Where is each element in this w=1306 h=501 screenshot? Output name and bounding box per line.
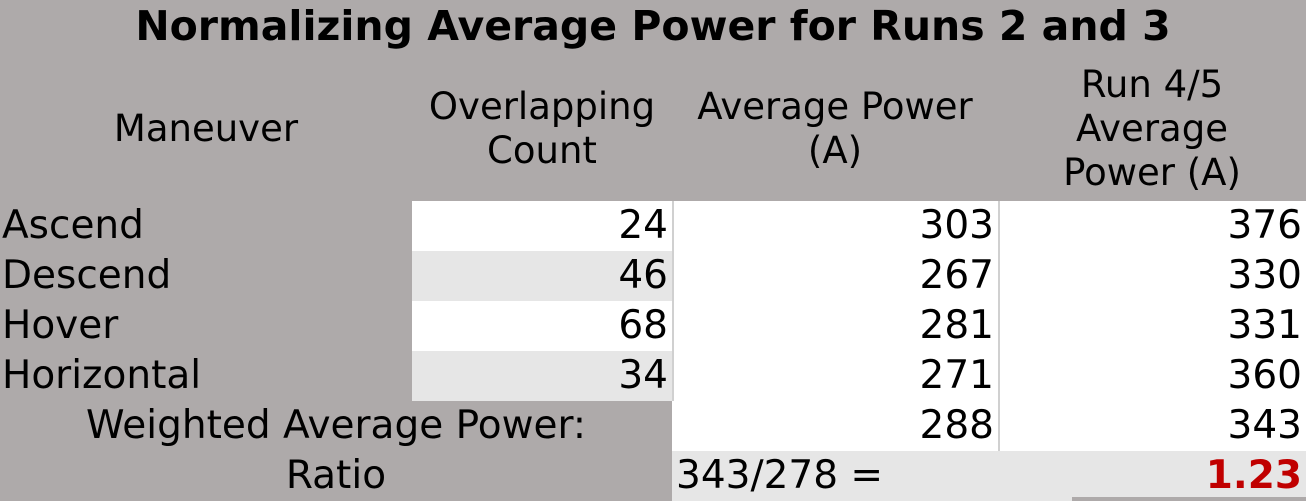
row-maneuver: Ascend: [2, 203, 144, 248]
header-average-power-line1: Average Power: [697, 85, 973, 128]
header-run45-line2: Average: [1076, 107, 1228, 150]
page-title: Normalizing Average Power for Runs 2 and…: [135, 2, 1171, 50]
row-run45-power: 330: [998, 251, 1306, 301]
header-overlapping-count-line2: Count: [487, 129, 597, 172]
header-run45-average-power: Run 4/5 Average Power (A): [998, 58, 1306, 200]
row-count: 46: [412, 251, 672, 301]
header-overlapping-count: Overlapping Count: [412, 62, 672, 196]
header-run45-line1: Run 4/5: [1080, 63, 1224, 106]
row-run45-power: 376: [998, 201, 1306, 251]
row-count: 34: [412, 351, 672, 401]
row-run45-power: 360: [998, 351, 1306, 401]
row-maneuver: Descend: [2, 253, 172, 298]
weighted-run45-power: 343: [998, 401, 1306, 451]
header-maneuver-label: Maneuver: [113, 107, 299, 150]
row-count: 24: [412, 201, 672, 251]
row-average-power: 267: [672, 251, 998, 301]
row-count: 68: [412, 301, 672, 351]
ratio-expression: 343/278 =: [672, 451, 1072, 501]
weighted-average-label: Weighted Average Power:: [86, 403, 586, 448]
header-maneuver: Maneuver: [0, 62, 412, 196]
header-overlapping-count-line1: Overlapping: [428, 85, 656, 128]
row-maneuver: Hover: [2, 303, 119, 348]
header-average-power: Average Power (A): [672, 62, 998, 196]
row-average-power: 271: [672, 351, 998, 401]
header-run45-line3: Power (A): [1063, 151, 1241, 194]
row-average-power: 303: [672, 201, 998, 251]
ratio-value: 1.23: [1072, 451, 1306, 498]
row-maneuver: Horizontal: [2, 353, 202, 398]
weighted-average-power: 288: [672, 401, 998, 451]
header-average-power-line2: (A): [807, 129, 863, 172]
ratio-label: Ratio: [285, 453, 387, 498]
row-average-power: 281: [672, 301, 998, 351]
row-run45-power: 331: [998, 301, 1306, 351]
